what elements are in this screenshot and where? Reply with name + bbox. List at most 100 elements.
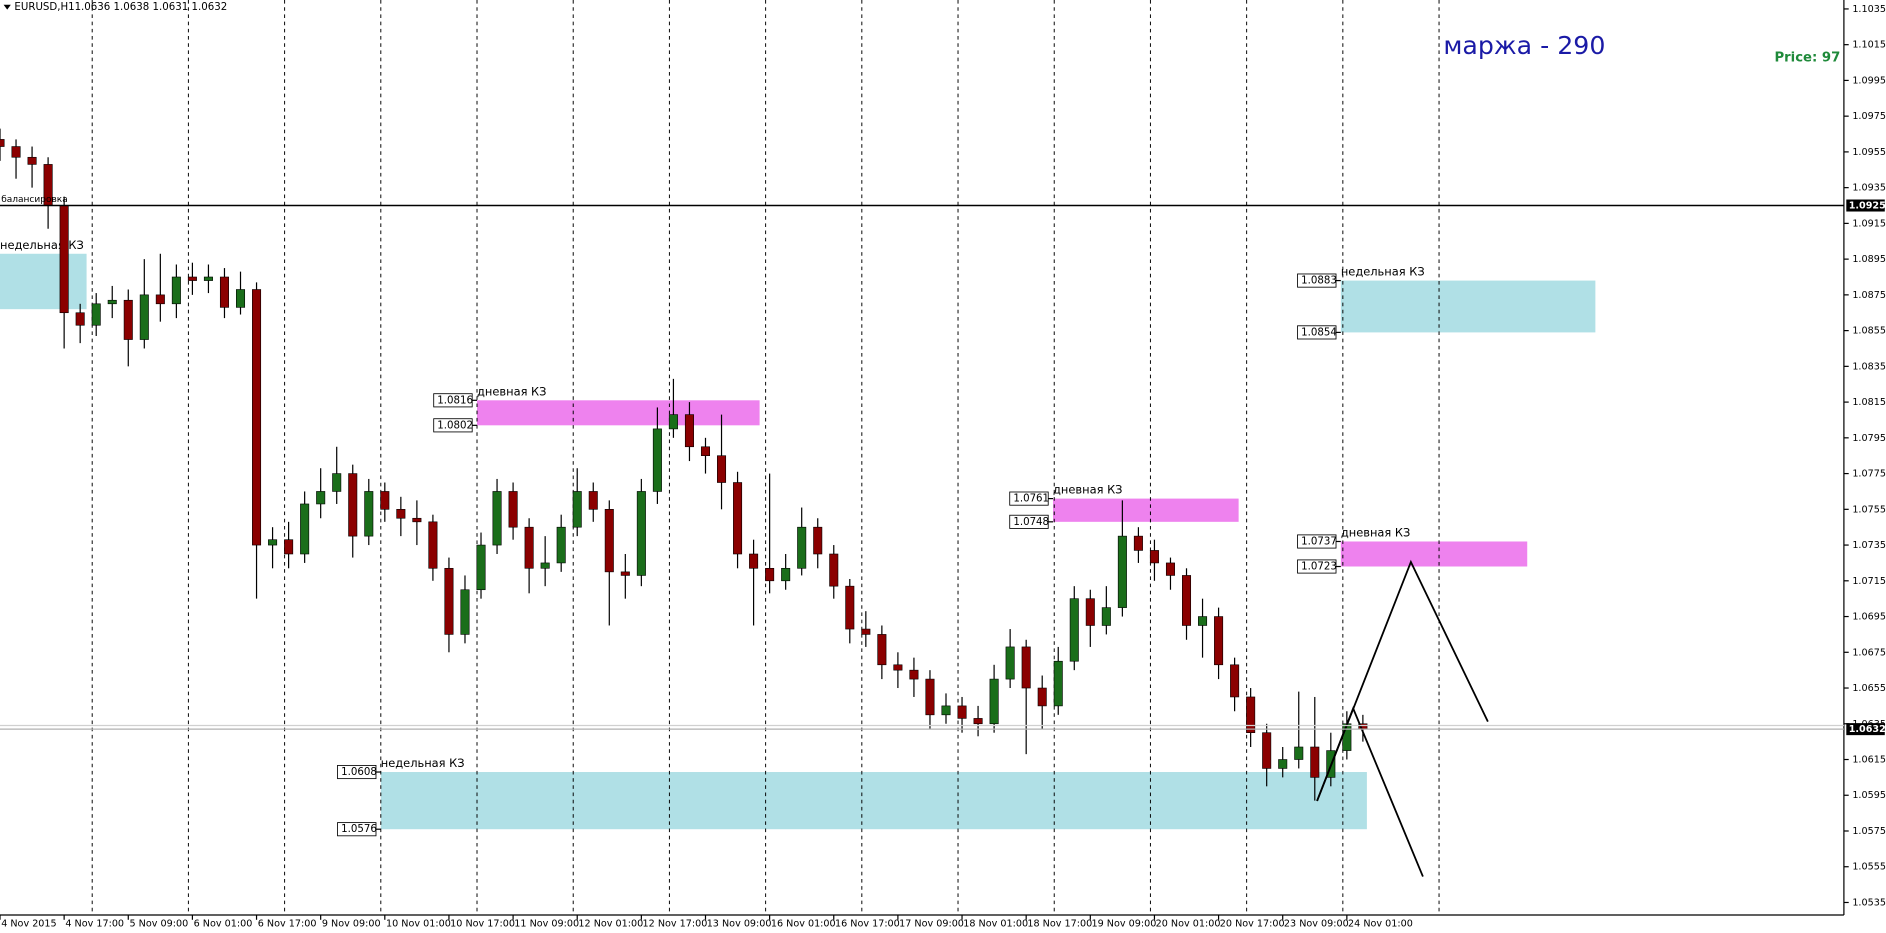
x-tick-label: 4 Nov 17:00 (65, 918, 124, 929)
candle-body (668, 414, 678, 430)
price-text: Price: 97 (1774, 51, 1840, 66)
y-tick-label: 1.0915 (1852, 218, 1886, 229)
y-tick-label: 1.0975 (1852, 111, 1886, 122)
candle-body (733, 482, 743, 555)
y-tick-label: 1.1035 (1852, 4, 1886, 15)
zone-label: дневная КЗ (477, 384, 546, 398)
candle-body (620, 571, 630, 576)
y-tick-label: 1.0935 (1852, 183, 1886, 194)
candle-body (941, 705, 951, 716)
candle-body (1085, 598, 1095, 626)
candle-body (1342, 723, 1352, 751)
axis-price-label: 1.0925 (1849, 201, 1886, 212)
price-tag: 1.0816 (437, 395, 473, 406)
menu-triangle (3, 4, 11, 10)
candle-body (813, 526, 823, 555)
price-tag: 1.0761 (1013, 494, 1049, 505)
x-tick-label: 18 Nov 17:00 (1027, 918, 1092, 929)
price-tag: 1.0748 (1013, 517, 1049, 528)
x-tick-label: 6 Nov 17:00 (258, 918, 317, 929)
margin-text: маржа - 290 (1443, 31, 1605, 60)
candle-body (476, 544, 486, 591)
candle-body (524, 526, 534, 569)
axis-price-box (1846, 199, 1885, 212)
zone (1053, 498, 1239, 522)
candle-body (171, 276, 181, 305)
symbol: EURUSD,H1 (14, 2, 74, 13)
candle-body (1246, 696, 1256, 734)
candle-body (316, 491, 326, 505)
candle-body (829, 553, 839, 587)
candle-body (684, 414, 694, 448)
candle-body (1165, 562, 1175, 576)
x-tick-label: 18 Nov 01:00 (963, 918, 1028, 929)
candle-body (636, 491, 646, 576)
candle-body (107, 299, 117, 305)
y-tick-label: 1.0675 (1852, 647, 1886, 658)
price-tag: 1.0802 (437, 420, 473, 431)
candle-body (252, 289, 262, 546)
x-tick-label: 12 Nov 01:00 (578, 918, 643, 929)
price-tag: 1.0854 (1301, 327, 1337, 338)
y-tick-label: 1.0775 (1852, 469, 1886, 480)
y-tick-label: 1.0695 (1852, 612, 1886, 623)
y-tick-label: 1.1015 (1852, 40, 1886, 51)
candle-body (1198, 616, 1208, 626)
candle-body (11, 146, 21, 158)
zones: недельная КЗ дневная КЗ 1.0816 1.0802 дневна… (0, 238, 1596, 837)
candle-body (861, 628, 871, 635)
price-tag: 1.0723 (1301, 562, 1337, 573)
y-tick-label: 1.0835 (1852, 361, 1886, 372)
x-tick-label: 17 Nov 09:00 (899, 918, 964, 929)
candle-body (1117, 535, 1127, 608)
candle-body (925, 678, 935, 716)
candle-body (412, 517, 422, 523)
y-tick-label: 1.0615 (1852, 755, 1886, 766)
candle-body (1005, 646, 1015, 680)
candle-body (909, 669, 919, 680)
candle-body (652, 428, 662, 492)
candle-body (797, 526, 807, 569)
x-tick-label: 19 Nov 09:00 (1092, 918, 1157, 929)
candle-body (1262, 732, 1272, 769)
candle-body (556, 526, 566, 564)
candle-body (1230, 664, 1240, 698)
zone-label: недельная КЗ (1341, 265, 1425, 279)
candle-body (845, 585, 855, 630)
candle-body (1053, 660, 1063, 707)
candle-body (1278, 759, 1288, 769)
price-tag: 1.0737 (1301, 536, 1337, 547)
y-tick-label: 1.0895 (1852, 254, 1886, 265)
zone-label: недельная КЗ (0, 238, 84, 252)
x-tick-label: 12 Nov 17:00 (643, 918, 708, 929)
candle-body (877, 634, 887, 666)
current-price-box (1846, 723, 1885, 736)
candle-body (973, 718, 983, 725)
candle-body (749, 553, 759, 569)
y-tick-label: 1.0655 (1852, 683, 1886, 694)
candle-body (75, 312, 85, 326)
x-tick-label: 24 Nov 01:00 (1348, 918, 1413, 929)
candle-body (1101, 607, 1111, 626)
candle-body (508, 491, 518, 528)
zone (380, 772, 1367, 830)
candle-body (268, 539, 278, 546)
candle-body (155, 294, 165, 305)
candle-body (27, 156, 37, 165)
candle-body (1021, 646, 1031, 689)
current-price-label: 1.0632 (1849, 724, 1886, 735)
x-tick-label: 23 Nov 09:00 (1284, 918, 1349, 929)
candle-body (219, 276, 229, 308)
candle-body (444, 567, 454, 635)
zone (0, 253, 87, 310)
candle-body (700, 446, 711, 457)
ohlc: 1.0636 1.0638 1.0631 1.0632 (75, 2, 228, 13)
candle-body (1214, 616, 1224, 666)
x-tick-label: 6 Nov 01:00 (194, 918, 253, 929)
candle-body (300, 503, 310, 555)
candle-body (123, 299, 133, 340)
x-tick-label: 11 Nov 09:00 (514, 918, 579, 929)
x-tick-label: 10 Nov 01:00 (386, 918, 451, 929)
x-tick-label: 9 Nov 09:00 (322, 918, 381, 929)
